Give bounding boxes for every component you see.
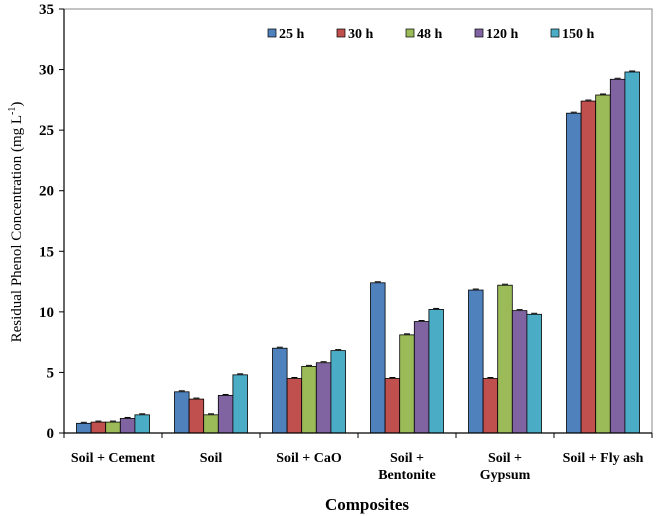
legend-label: 25 h	[279, 27, 305, 42]
bar	[595, 94, 611, 434]
x-axis: Soil + Cement Soil Soil + CaO Soil + Bentoni…	[63, 432, 653, 483]
bar	[482, 378, 499, 434]
bar	[468, 289, 484, 434]
y-axis-title-superscript: -1	[7, 107, 18, 115]
bar	[428, 309, 444, 434]
bar	[76, 422, 92, 434]
y-tick-label: 10	[39, 305, 54, 321]
bar	[580, 100, 597, 434]
y-tick-label: 30	[39, 63, 54, 79]
legend-label: 150 h	[562, 27, 595, 42]
y-axis: 0 5 10 15 20 25 30 35	[39, 2, 65, 442]
y-tick-label: 5	[47, 365, 55, 381]
bar	[217, 395, 234, 434]
y-axis-title-main: Residual Phenol Concentration (mg L	[9, 115, 25, 342]
legend-label: 120 h	[486, 27, 519, 42]
x-category-label: Gypsum	[480, 468, 531, 483]
y-tick-label: 20	[39, 184, 54, 200]
bar	[119, 418, 136, 434]
x-category-label: Soil	[200, 451, 223, 466]
legend-label: 48 h	[417, 27, 443, 42]
plot-border	[63, 8, 653, 434]
bar	[330, 350, 346, 434]
bar	[511, 310, 528, 434]
x-category-label: Bentonite	[378, 468, 436, 483]
legend-swatch	[405, 28, 415, 38]
x-category-label: Soil +	[390, 451, 424, 466]
bar	[174, 391, 190, 434]
bar	[370, 282, 386, 434]
legend-swatch	[474, 28, 484, 38]
y-axis-title: Residual Phenol Concentration (mg L-1)	[7, 102, 25, 343]
bar	[566, 112, 582, 434]
bar	[497, 284, 513, 434]
legend-swatch	[550, 28, 560, 38]
x-category-label: Soil +	[488, 451, 522, 466]
x-axis-title: Composites	[325, 495, 409, 514]
bar	[384, 378, 401, 434]
bar	[188, 398, 205, 434]
bar	[315, 362, 332, 434]
x-category-label: Soil + CaO	[276, 451, 342, 466]
y-axis-title-close: )	[9, 102, 25, 107]
bar	[105, 421, 121, 434]
bar	[526, 313, 542, 434]
bar	[609, 78, 626, 434]
bar	[624, 71, 640, 434]
legend-swatch	[267, 28, 277, 38]
y-tick-label: 15	[39, 244, 54, 260]
bar	[286, 378, 303, 434]
y-tick-label: 0	[47, 426, 55, 442]
bar	[413, 321, 430, 434]
bar	[203, 414, 219, 434]
legend-swatch	[336, 28, 346, 38]
bar	[232, 374, 248, 434]
bar	[301, 365, 317, 434]
legend: 25 h 30 h 48 h 120 h 150 h	[267, 27, 595, 42]
bar	[399, 334, 415, 434]
bar	[134, 414, 150, 434]
legend-label: 30 h	[348, 27, 374, 42]
bar	[90, 421, 107, 434]
bar	[272, 347, 288, 434]
y-tick-label: 35	[39, 2, 54, 18]
x-category-label: Soil + Cement	[71, 451, 156, 466]
plot-area	[63, 8, 653, 434]
y-tick-label: 25	[39, 123, 54, 139]
x-category-label: Soil + Fly ash	[563, 451, 644, 466]
